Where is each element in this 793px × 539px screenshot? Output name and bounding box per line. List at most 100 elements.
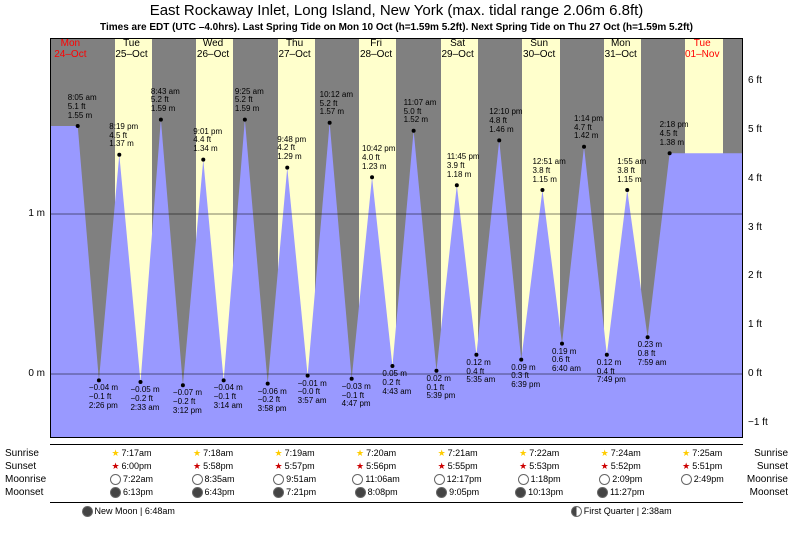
low-tide-label: −0.05 m−0.2 ft2:33 am (130, 386, 159, 412)
sunset-icon: ★ (111, 461, 119, 472)
moonset-time: 7:21pm (260, 487, 330, 498)
sunset-time: ★5:56pm (341, 461, 411, 472)
moon-phase-label: New Moon | 6:48am (82, 506, 222, 517)
moon-phase-icon (82, 506, 93, 517)
moonrise-time: 7:22am (97, 474, 167, 485)
high-tide-label: 9:25 am5.2 ft1.59 m (235, 88, 264, 114)
low-tide-label: −0.04 m−0.1 ft2:26 pm (89, 384, 118, 410)
moonset-icon (355, 487, 366, 498)
moonrise-time: 1:18pm (504, 474, 574, 485)
high-tide-label: 10:42 pm4.0 ft1.23 m (362, 145, 395, 171)
low-tide-label: −0.06 m−0.2 ft3:58 pm (258, 388, 287, 414)
sunset-time: ★5:55pm (423, 461, 493, 472)
sunset-time: ★5:52pm (586, 461, 656, 472)
sunset-icon: ★ (275, 461, 283, 472)
moonrise-icon (192, 474, 203, 485)
moonset-time: 6:13pm (97, 487, 167, 498)
moonrise-icon (110, 474, 121, 485)
y-tick-right: 5 ft (748, 124, 762, 135)
y-tick-right: −1 ft (748, 417, 768, 428)
y-tick-right: 3 ft (748, 222, 762, 233)
sunset-time: ★6:00pm (97, 461, 167, 472)
label-moonrise-left: Moonrise (5, 474, 46, 485)
sunrise-time: ★7:24am (586, 448, 656, 459)
sunrise-icon: ★ (682, 448, 690, 459)
moonrise-icon (273, 474, 284, 485)
moonrise-icon (518, 474, 529, 485)
sunrise-time: ★7:19am (260, 448, 330, 459)
high-tide-label: 11:07 am5.0 ft1.52 m (404, 99, 437, 125)
moonset-icon (273, 487, 284, 498)
high-tide-label: 12:10 pm4.8 ft1.46 m (489, 108, 522, 134)
sunset-icon: ★ (193, 461, 201, 472)
moonset-time: 11:27pm (586, 487, 656, 498)
sunrise-icon: ★ (438, 448, 446, 459)
sunset-icon: ★ (601, 461, 609, 472)
moonset-time: 8:08pm (341, 487, 411, 498)
moonrise-icon (352, 474, 363, 485)
moonset-icon (436, 487, 447, 498)
moonset-icon (515, 487, 526, 498)
sunset-time: ★5:58pm (178, 461, 248, 472)
high-tide-label: 9:48 pm4.2 ft1.29 m (277, 136, 306, 162)
y-tick-left: 1 m (28, 208, 45, 219)
moonrise-time: 8:35am (178, 474, 248, 485)
low-tide-label: −0.01 m−0.0 ft3:57 am (298, 380, 327, 406)
sunset-time: ★5:51pm (667, 461, 737, 472)
label-moonset-right: Moonset (750, 487, 788, 498)
sunset-icon: ★ (519, 461, 527, 472)
page-subtitle: Times are EDT (UTC –4.0hrs). Last Spring… (0, 22, 793, 33)
moonrise-time: 2:09pm (586, 474, 656, 485)
high-tide-label: 11:45 pm3.9 ft1.18 m (447, 153, 480, 179)
moonrise-time: 2:49pm (667, 474, 737, 485)
sunrise-time: ★7:22am (504, 448, 574, 459)
label-sunset-left: Sunset (5, 461, 36, 472)
moonset-icon (597, 487, 608, 498)
low-tide-label: −0.03 m−0.1 ft4:47 pm (342, 383, 371, 409)
sunrise-icon: ★ (193, 448, 201, 459)
high-tide-label: 12:51 am3.8 ft1.15 m (532, 158, 565, 184)
y-tick-right: 0 ft (748, 368, 762, 379)
moonrise-icon (681, 474, 692, 485)
sunset-icon: ★ (438, 461, 446, 472)
low-tide-label: 0.19 m0.6 ft6:40 am (552, 348, 581, 374)
moon-phase-icon (571, 506, 582, 517)
y-tick-right: 2 ft (748, 270, 762, 281)
high-tide-label: 8:43 am5.2 ft1.59 m (151, 88, 180, 114)
sunrise-time: ★7:21am (423, 448, 493, 459)
moonset-time: 9:05pm (423, 487, 493, 498)
sunrise-icon: ★ (601, 448, 609, 459)
sunset-icon: ★ (356, 461, 364, 472)
high-tide-label: 2:18 pm4.5 ft1.38 m (660, 121, 689, 147)
sunrise-time: ★7:18am (178, 448, 248, 459)
low-tide-label: −0.04 m−0.1 ft3:14 am (214, 384, 243, 410)
moonset-time: 6:43pm (178, 487, 248, 498)
label-sunrise-right: Sunrise (754, 448, 788, 459)
label-sunset-right: Sunset (757, 461, 788, 472)
sunrise-time: ★7:20am (341, 448, 411, 459)
high-tide-label: 8:05 am5.1 ft1.55 m (68, 94, 97, 120)
y-tick-right: 6 ft (748, 75, 762, 86)
low-tide-label: 0.09 m0.3 ft6:39 pm (511, 364, 540, 390)
separator-line (50, 502, 743, 503)
moonrise-time: 12:17pm (423, 474, 493, 485)
sunset-time: ★5:57pm (260, 461, 330, 472)
page-title: East Rockaway Inlet, Long Island, New Yo… (0, 2, 793, 19)
moonrise-icon (599, 474, 610, 485)
label-moonrise-right: Moonrise (747, 474, 788, 485)
moonrise-time: 9:51am (260, 474, 330, 485)
low-tide-label: 0.12 m0.4 ft5:35 am (466, 359, 495, 385)
low-tide-label: 0.02 m0.1 ft5:39 pm (426, 375, 455, 401)
high-tide-label: 8:19 pm4.5 ft1.37 m (109, 123, 138, 149)
sunrise-icon: ★ (356, 448, 364, 459)
sunrise-icon: ★ (519, 448, 527, 459)
y-tick-right: 1 ft (748, 319, 762, 330)
sunrise-icon: ★ (111, 448, 119, 459)
moonrise-icon (434, 474, 445, 485)
label-moonset-left: Moonset (5, 487, 43, 498)
sunrise-time: ★7:17am (97, 448, 167, 459)
moonset-time: 10:13pm (504, 487, 574, 498)
low-tide-label: 0.23 m0.8 ft7:59 am (638, 341, 667, 367)
moonrise-time: 11:06am (341, 474, 411, 485)
y-tick-right: 4 ft (748, 173, 762, 184)
